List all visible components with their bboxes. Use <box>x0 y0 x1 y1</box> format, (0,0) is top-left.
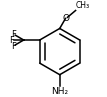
Text: F: F <box>11 42 16 51</box>
Text: CH₃: CH₃ <box>76 1 90 10</box>
Text: NH₂: NH₂ <box>51 87 68 96</box>
Text: O: O <box>62 14 69 23</box>
Text: F: F <box>11 29 16 39</box>
Text: F: F <box>9 36 14 45</box>
